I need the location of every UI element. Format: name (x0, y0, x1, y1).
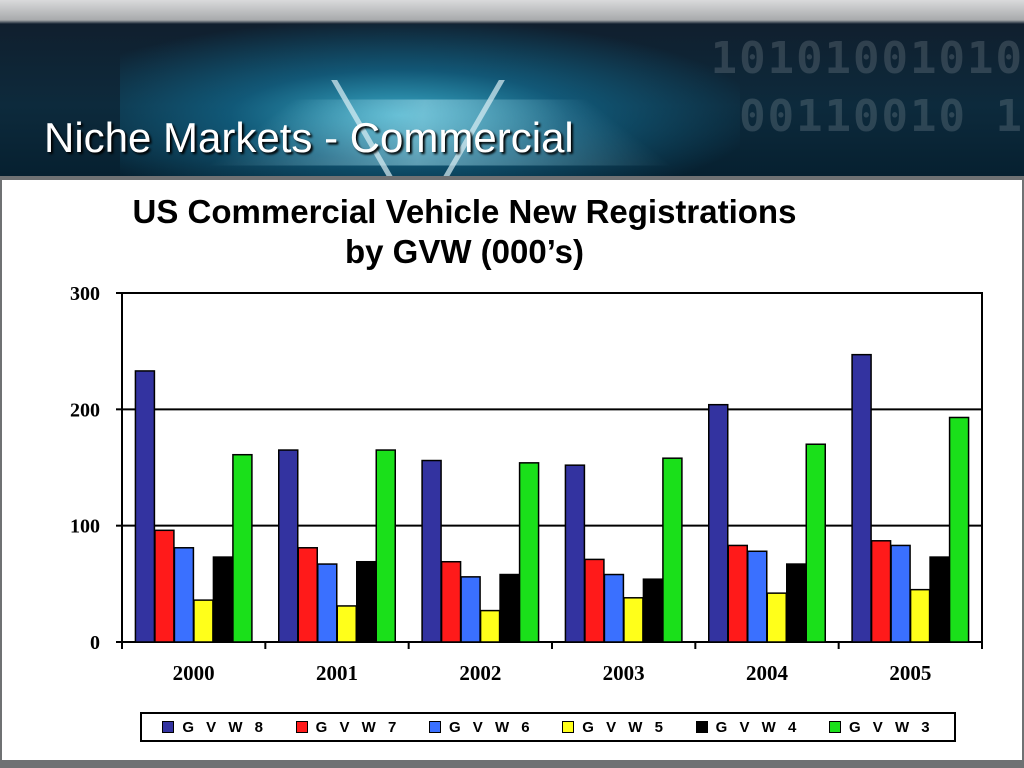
legend-item: G V W 4 (695, 718, 801, 736)
bar-gvw-3 (662, 457, 683, 643)
bar-gvw-5 (479, 609, 501, 643)
legend-item: G V W 5 (562, 719, 667, 736)
chart-title: US Commercial Vehicle New Registrations … (102, 192, 827, 272)
legend-item: G V W 6 (428, 718, 534, 736)
x-tick-label: 2004 (746, 661, 789, 685)
y-tick-label: 300 (70, 283, 100, 305)
bar-gvw-7 (870, 540, 892, 643)
legend-item: G V W 7 (295, 718, 401, 736)
bar-gvw-4 (499, 573, 520, 643)
legend-item: G V W 3 (828, 718, 934, 736)
x-tick-label: 2002 (459, 661, 501, 685)
bar-gvw-6 (460, 576, 481, 643)
legend-swatch (695, 721, 708, 733)
legend-label: G V W 5 (582, 718, 667, 736)
chart-title-line-1: US Commercial Vehicle New Registrations (132, 193, 797, 230)
bar-gvw-5 (623, 597, 644, 643)
legend-label: G V W 7 (315, 718, 401, 736)
bar-gvw-3 (518, 462, 540, 643)
x-tick-label: 2003 (603, 661, 645, 685)
bar-gvw-8 (564, 464, 586, 643)
bar-gvw-5 (909, 588, 931, 643)
bar-gvw-7 (297, 547, 318, 643)
chart-legend: G V W 8 G V W 7 G V W 6 G V W 5 G V W 4 G V W… (140, 712, 956, 742)
bar-gvw-4 (786, 563, 807, 643)
x-tick-label: 2005 (889, 661, 931, 685)
bar-gvw-8 (134, 370, 156, 643)
legend-item: G V W 8 (162, 719, 267, 736)
bar-gvw-7 (154, 529, 175, 643)
bar-gvw-6 (890, 544, 911, 643)
banner-binary-decoration: 10101001010 00110010 1 (710, 33, 1024, 142)
y-tick-label: 100 (70, 516, 100, 538)
bar-gvw-8 (278, 449, 299, 643)
x-tick-label: 2001 (316, 661, 358, 685)
bar-gvw-3 (948, 416, 970, 643)
bar-gvw-7 (584, 558, 605, 643)
legend-swatch (828, 721, 841, 733)
bar-gvw-4 (212, 556, 234, 643)
legend-label: G V W 3 (848, 718, 934, 736)
bar-gvw-8 (708, 403, 729, 643)
bar-gvw-6 (603, 573, 625, 643)
bar-gvw-3 (805, 443, 826, 643)
bar-gvw-3 (232, 453, 253, 643)
bar-gvw-6 (173, 547, 195, 643)
bar-gvw-4 (356, 560, 377, 643)
bar-gvw-4 (929, 556, 950, 643)
legend-label: G V W 4 (715, 718, 801, 736)
legend-label: G V W 8 (182, 718, 267, 736)
bar-gvw-6 (317, 563, 338, 643)
bar-gvw-8 (421, 459, 442, 643)
bar-chart: 0 100 200 300 2000 2001 2002 2003 2004 2005 (70, 283, 983, 685)
legend-swatch (428, 721, 441, 733)
chart-title-line-2: by GVW (000’s) (344, 233, 584, 270)
x-tick-label: 2000 (173, 661, 215, 685)
bar-gvw-3 (375, 449, 396, 643)
plot-area (121, 292, 983, 643)
legend-swatch (562, 721, 575, 733)
bar-gvw-5 (193, 599, 214, 643)
legend-label: G V W 6 (448, 718, 534, 736)
bar-gvw-7 (727, 544, 748, 643)
bar-gvw-6 (747, 550, 768, 643)
slide-title: Niche Markets - Commercial (44, 114, 574, 161)
bar-gvw-5 (766, 592, 787, 643)
header-banner: 10101001010 00110010 1 (0, 0, 1024, 176)
bar-gvw-4 (642, 578, 664, 643)
legend-swatch (162, 721, 175, 733)
bar-gvw-7 (440, 560, 462, 643)
legend-swatch (295, 721, 308, 733)
bar-gvw-8 (851, 353, 872, 643)
y-tick-label: 0 (90, 632, 100, 654)
y-tick-label: 200 (70, 399, 100, 421)
slide-content: US Commercial Vehicle New Registrations … (2, 180, 1022, 760)
bar-gvw-5 (336, 605, 357, 643)
